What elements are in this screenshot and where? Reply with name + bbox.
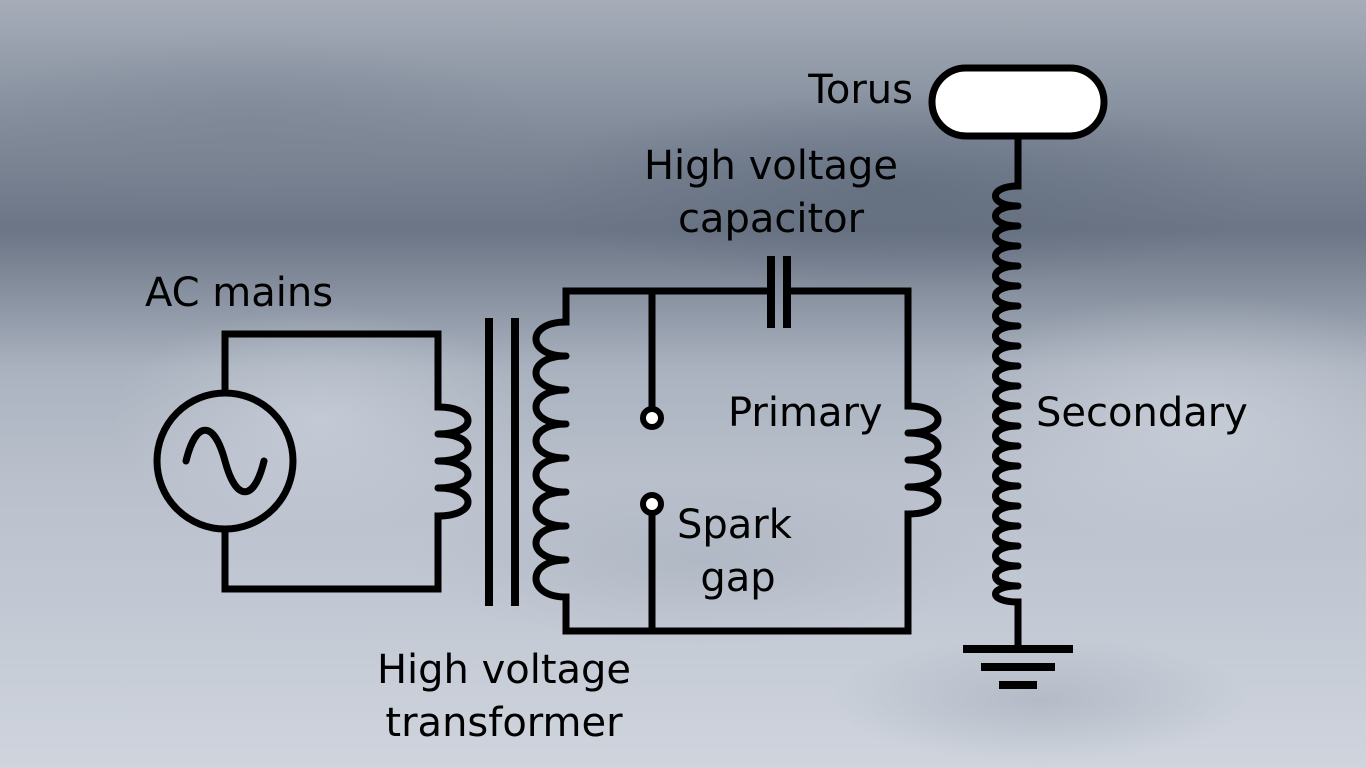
transformer-core <box>485 318 519 606</box>
tank-top-wire-left <box>562 287 772 326</box>
spark-gap-icon <box>640 287 664 635</box>
torus-icon <box>928 64 1108 140</box>
hv-transformer-label-line2: transformer <box>385 700 623 746</box>
primary-coil <box>904 402 942 518</box>
secondary-label: Secondary <box>1036 390 1248 436</box>
ac-source-icon <box>153 389 297 533</box>
mains-wire <box>221 330 442 411</box>
tank-bottom-wire <box>562 510 912 635</box>
transformer-primary-winding <box>434 403 472 520</box>
spark-gap-label-line1: Spark <box>677 502 793 548</box>
hv-capacitor-label-line1: High voltage <box>644 143 898 189</box>
hv-capacitor-label-line2: capacitor <box>678 196 865 242</box>
mains-wire-lower <box>221 512 442 593</box>
ground-icon <box>963 645 1073 689</box>
torus-label: Torus <box>807 67 913 113</box>
tank-top-wire-right <box>784 287 912 410</box>
spark-gap-label-line2: gap <box>700 555 775 601</box>
transformer-secondary-winding <box>532 318 570 601</box>
hv-transformer-label-line1: High voltage <box>377 647 631 693</box>
capacitor-icon <box>767 256 791 328</box>
primary-label: Primary <box>728 390 883 436</box>
secondary-coil <box>992 182 1022 606</box>
ac-mains-label: AC mains <box>145 270 333 316</box>
